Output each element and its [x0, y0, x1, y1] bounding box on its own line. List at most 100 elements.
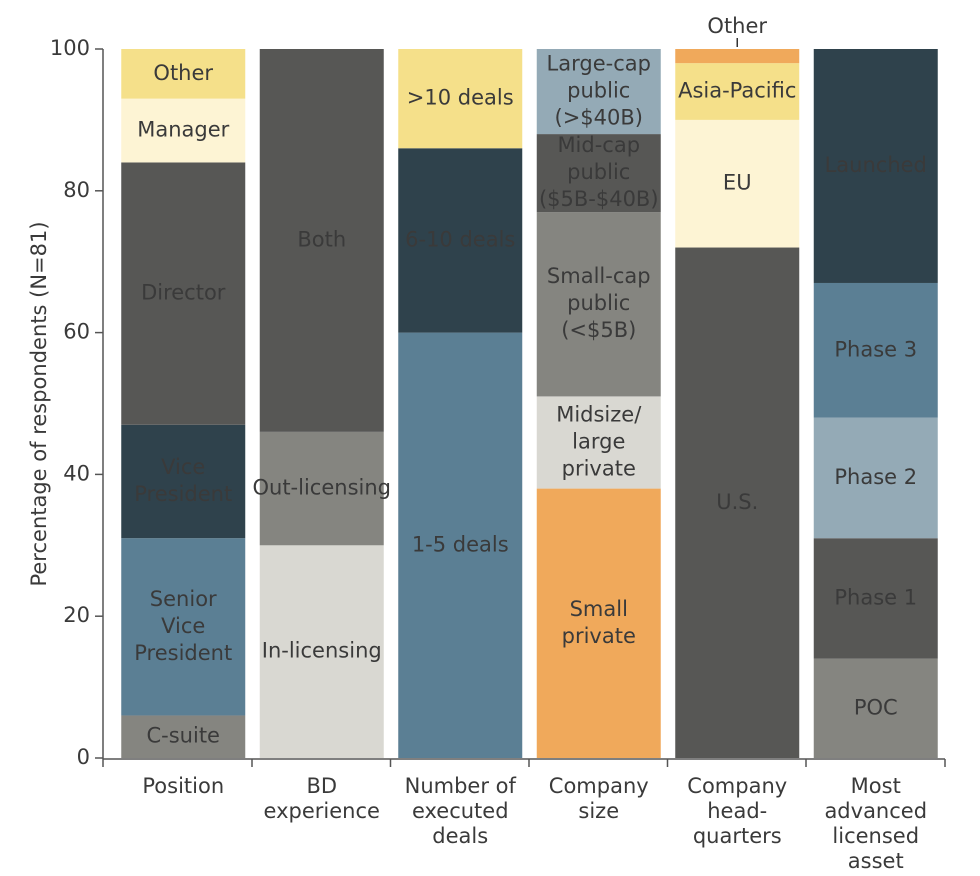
label-line: Number of: [405, 774, 517, 798]
label-line: Launched: [825, 153, 927, 177]
y-tick-label: 40: [63, 461, 90, 485]
label-line: deals: [432, 824, 488, 848]
label-line: Phase 3: [834, 337, 917, 361]
label-line: Vice: [161, 614, 205, 638]
label-line: Asia-Pacific: [678, 79, 796, 103]
segment-label: Small-cap public (<$5B): [547, 264, 651, 342]
segment-label: Small private: [562, 597, 636, 648]
x-tick-label: Company size: [549, 774, 649, 823]
bar-segment: [813, 538, 938, 659]
bar-segment: [813, 417, 938, 539]
label-line: Phase 2: [834, 465, 917, 489]
label-line: Out-licensing: [252, 476, 391, 500]
bar-segment: [259, 49, 384, 432]
segment-label: Phase 3: [834, 337, 917, 361]
label-line: Most: [851, 774, 901, 798]
y-tick-label: 20: [63, 603, 90, 627]
label-line: Director: [141, 281, 226, 305]
x-tick-label: BD experience: [264, 774, 380, 823]
x-tick-label: Company head-quarters: [687, 774, 787, 848]
label-line: Mid-cap: [557, 133, 640, 157]
bar-segment: [675, 247, 800, 758]
label-line: U.S.: [716, 490, 758, 514]
label-line: Small: [570, 597, 628, 621]
bar-segment: [536, 488, 661, 758]
segment-label: >10 deals: [407, 86, 514, 110]
segment-label: EU: [723, 171, 752, 195]
label-line: quarters: [693, 824, 782, 848]
bar-segment: [121, 98, 246, 163]
y-tick-label: 0: [77, 745, 90, 769]
segment-label: Director: [141, 281, 226, 305]
label-line: In-licensing: [262, 639, 382, 663]
label-line: advanced: [824, 799, 927, 823]
segment-label: Phase 2: [834, 465, 917, 489]
label-line: Company: [549, 774, 649, 798]
label-line: Other: [153, 61, 213, 85]
segment-label: POC: [854, 695, 898, 719]
segment-label: Other: [153, 61, 213, 85]
bar-segment: [813, 49, 938, 283]
x-tick-label: Number of executed deals: [405, 774, 517, 848]
label-line: President: [134, 641, 232, 665]
bar-segment: [536, 212, 661, 397]
label-line: head-: [707, 799, 767, 823]
label-line: (<$5B): [561, 318, 636, 342]
segment-label: Senior Vice President: [134, 587, 232, 665]
y-tick-label: 60: [63, 320, 90, 344]
label-line: President: [134, 482, 232, 506]
label-line: EU: [723, 171, 752, 195]
bar-segment: [121, 162, 246, 425]
bar-segment: [536, 134, 661, 213]
bar-segment: [536, 396, 661, 489]
label-line: public: [567, 291, 630, 315]
segment-label: In-licensing: [262, 639, 382, 663]
segment-label: 1-5 deals: [412, 532, 509, 556]
segment-label: Vice President: [134, 455, 232, 506]
label-line: private: [562, 456, 636, 480]
label-line: asset: [848, 849, 904, 873]
bar-segment: [813, 658, 938, 758]
segment-label: U.S.: [716, 490, 758, 514]
y-axis-label: Percentage of respondents (N=81): [27, 221, 51, 586]
label-line: Large-cap: [547, 52, 651, 76]
label-line: 1-5 deals: [412, 532, 509, 556]
label-line: Both: [297, 227, 346, 251]
label-line: Position: [142, 774, 224, 798]
segment-label: Phase 1: [834, 585, 917, 609]
label-line: Small-cap: [547, 264, 651, 288]
segment-label: Launched: [825, 153, 927, 177]
bar-segment: [259, 545, 384, 758]
y-tick-label: 100: [50, 36, 90, 60]
segment-label: Out-licensing: [252, 476, 391, 500]
label-line: BD: [306, 774, 337, 798]
label-line: public: [567, 79, 630, 103]
segment-label: Large-cap public (>$40B): [547, 52, 651, 130]
segment-label: Other: [707, 14, 767, 38]
segment-label: Mid-cap public ($5B-$40B): [539, 133, 659, 211]
label-line: (>$40B): [555, 106, 643, 130]
bar-segment: [121, 538, 246, 716]
segment-label: Midsize/large private: [556, 402, 642, 480]
label-line: experience: [264, 799, 380, 823]
segment-label: Both: [297, 227, 346, 251]
label-line: public: [567, 160, 630, 184]
label-line: Manager: [137, 118, 229, 142]
label-line: POC: [854, 695, 898, 719]
segment-label: Asia-Pacific: [678, 79, 796, 103]
label-line: large: [572, 429, 625, 453]
label-line: Vice: [161, 455, 205, 479]
bar-segment: [675, 119, 800, 248]
bar-segment: [813, 282, 938, 418]
label-line: size: [578, 799, 619, 823]
y-tick-label: 80: [63, 178, 90, 202]
bar-segment: [675, 49, 800, 64]
bar-segment: [398, 148, 523, 333]
label-line: C-suite: [147, 724, 220, 748]
bar-segment: [398, 332, 523, 758]
label-line: Other: [707, 14, 767, 38]
label-line: executed: [412, 799, 509, 823]
segment-label: 6-10 deals: [405, 227, 515, 251]
